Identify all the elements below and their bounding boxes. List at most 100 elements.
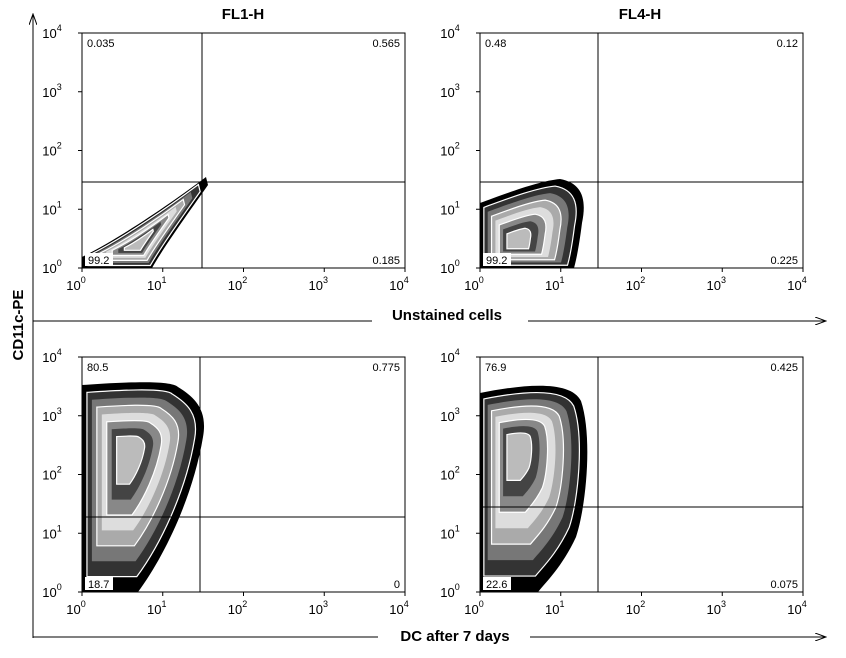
tick-exponent: 2: [57, 465, 62, 475]
tick-exponent: 2: [455, 141, 460, 151]
quadrant-value: 0.425: [770, 362, 798, 374]
quadrant-value: 0.12: [777, 38, 798, 50]
contour: [506, 227, 532, 250]
tick-base: 10: [440, 261, 454, 276]
x-tick-label: 103: [309, 599, 328, 617]
quadrant-value: 99.2: [486, 255, 507, 267]
tick-exponent: 1: [455, 199, 460, 209]
y-tick-label: 100: [42, 258, 61, 276]
x-tick-label: 101: [545, 275, 564, 293]
y-tick-label: 103: [440, 82, 459, 100]
tick-exponent: 2: [57, 141, 62, 151]
column-title: FL4-H: [619, 6, 662, 23]
tick-base: 10: [42, 26, 56, 41]
tick-base: 10: [787, 278, 801, 293]
y-tick-label: 101: [42, 523, 61, 541]
y-tick-label: 100: [42, 582, 61, 600]
tick-base: 10: [464, 602, 478, 617]
tick-exponent: 1: [559, 599, 564, 609]
tick-base: 10: [440, 468, 454, 483]
x-tick-label: 102: [626, 275, 645, 293]
tick-base: 10: [228, 602, 242, 617]
quadrant-value: 76.9: [485, 362, 506, 374]
tick-base: 10: [309, 602, 323, 617]
quadrant-value: 99.2: [88, 255, 109, 267]
x-tick-label: 102: [626, 599, 645, 617]
tick-base: 10: [440, 585, 454, 600]
y-tick-label: 104: [42, 23, 61, 41]
y-tick-label: 102: [440, 465, 459, 483]
tick-base: 10: [626, 602, 640, 617]
x-tick-label: 101: [545, 599, 564, 617]
tick-exponent: 2: [242, 275, 247, 285]
tick-base: 10: [42, 202, 56, 217]
tick-base: 10: [440, 202, 454, 217]
tick-base: 10: [42, 409, 56, 424]
x-tick-label: 104: [787, 275, 806, 293]
y-tick-label: 101: [440, 523, 459, 541]
tick-exponent: 0: [57, 258, 62, 268]
label-bg: [85, 253, 113, 266]
quadrant-value: 0.225: [770, 255, 798, 267]
tick-exponent: 3: [455, 406, 460, 416]
tick-exponent: 3: [455, 82, 460, 92]
y-tick-label: 100: [440, 258, 459, 276]
tick-base: 10: [389, 278, 403, 293]
tick-exponent: 1: [455, 523, 460, 533]
quadrant-value: 0.075: [770, 579, 798, 591]
tick-base: 10: [440, 350, 454, 365]
row-label: Unstained cells: [392, 307, 502, 324]
quadrant-value: 0.48: [485, 38, 506, 50]
tick-exponent: 1: [57, 199, 62, 209]
quadrant-value: 80.5: [87, 362, 108, 374]
y-tick-label: 104: [440, 23, 459, 41]
tick-exponent: 0: [81, 599, 86, 609]
y-tick-label: 102: [440, 141, 459, 159]
tick-base: 10: [545, 278, 559, 293]
tick-exponent: 0: [455, 258, 460, 268]
y-tick-label: 100: [440, 582, 459, 600]
tick-exponent: 1: [161, 275, 166, 285]
y-tick-label: 101: [42, 199, 61, 217]
y-tick-label: 101: [440, 199, 459, 217]
x-tick-label: 103: [707, 599, 726, 617]
x-tick-label: 103: [707, 275, 726, 293]
tick-base: 10: [42, 144, 56, 159]
tick-exponent: 2: [640, 599, 645, 609]
tick-exponent: 0: [479, 599, 484, 609]
quadrant-value: 0: [394, 579, 400, 591]
density-plot: [82, 177, 208, 268]
tick-base: 10: [42, 526, 56, 541]
tick-exponent: 3: [57, 82, 62, 92]
tick-base: 10: [626, 278, 640, 293]
quadrant-value: 0.775: [372, 362, 400, 374]
tick-exponent: 3: [721, 275, 726, 285]
tick-base: 10: [147, 278, 161, 293]
tick-base: 10: [389, 602, 403, 617]
y-tick-label: 103: [42, 406, 61, 424]
tick-exponent: 0: [455, 582, 460, 592]
x-tick-label: 100: [66, 275, 85, 293]
contour: [123, 228, 154, 251]
density-plot: [480, 179, 584, 268]
tick-base: 10: [42, 468, 56, 483]
density-plot: [82, 382, 205, 592]
tick-exponent: 0: [479, 275, 484, 285]
tick-base: 10: [42, 85, 56, 100]
tick-exponent: 1: [559, 275, 564, 285]
contour: [116, 435, 146, 485]
y-axis-label: CD11c-PE: [10, 290, 27, 361]
x-tick-label: 104: [787, 599, 806, 617]
tick-base: 10: [707, 602, 721, 617]
tick-exponent: 1: [57, 523, 62, 533]
y-tick-label: 103: [440, 406, 459, 424]
tick-exponent: 2: [640, 275, 645, 285]
row-label: DC after 7 days: [400, 628, 509, 645]
tick-base: 10: [440, 26, 454, 41]
tick-exponent: 4: [57, 23, 62, 33]
tick-exponent: 2: [455, 465, 460, 475]
